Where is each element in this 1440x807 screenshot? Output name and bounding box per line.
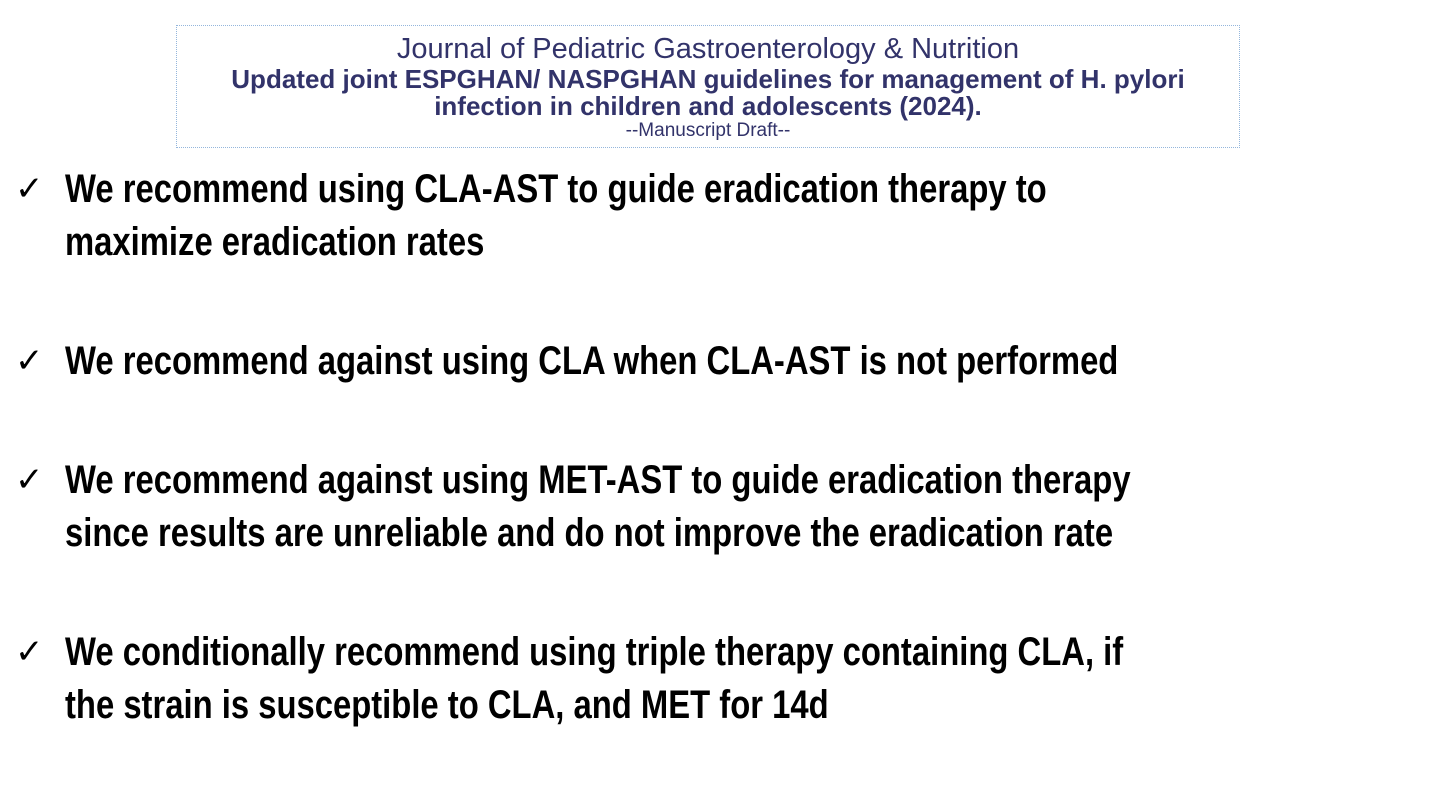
checkmark-icon: ✓	[15, 632, 44, 672]
recommendation-text: We recommend using CLA-AST to guide erad…	[65, 167, 1047, 264]
article-title: Updated joint ESPGHAN/ NASPGHAN guidelin…	[231, 64, 1185, 121]
recommendation-text: We recommend against using CLA when CLA-…	[65, 339, 1119, 383]
list-item: ✓ We recommend against using CLA when CL…	[15, 335, 1440, 388]
manuscript-header-box: Journal of Pediatric Gastroenterology & …	[176, 25, 1240, 148]
manuscript-status: --Manuscript Draft--	[625, 120, 791, 141]
list-item: ✓ We recommend using CLA-AST to guide er…	[15, 163, 1440, 269]
journal-title: Journal of Pediatric Gastroenterology & …	[396, 33, 1020, 65]
checkmark-icon: ✓	[15, 169, 44, 209]
recommendations-list: ✓ We recommend using CLA-AST to guide er…	[15, 163, 1440, 798]
recommendation-text: We conditionally recommend using triple …	[65, 630, 1124, 727]
recommendation-text: We recommend against using MET-AST to gu…	[65, 458, 1131, 555]
checkmark-icon: ✓	[15, 341, 44, 381]
list-item: ✓ We conditionally recommend using tripl…	[15, 626, 1440, 732]
checkmark-icon: ✓	[15, 460, 44, 500]
list-item: ✓ We recommend against using MET-AST to …	[15, 454, 1440, 560]
